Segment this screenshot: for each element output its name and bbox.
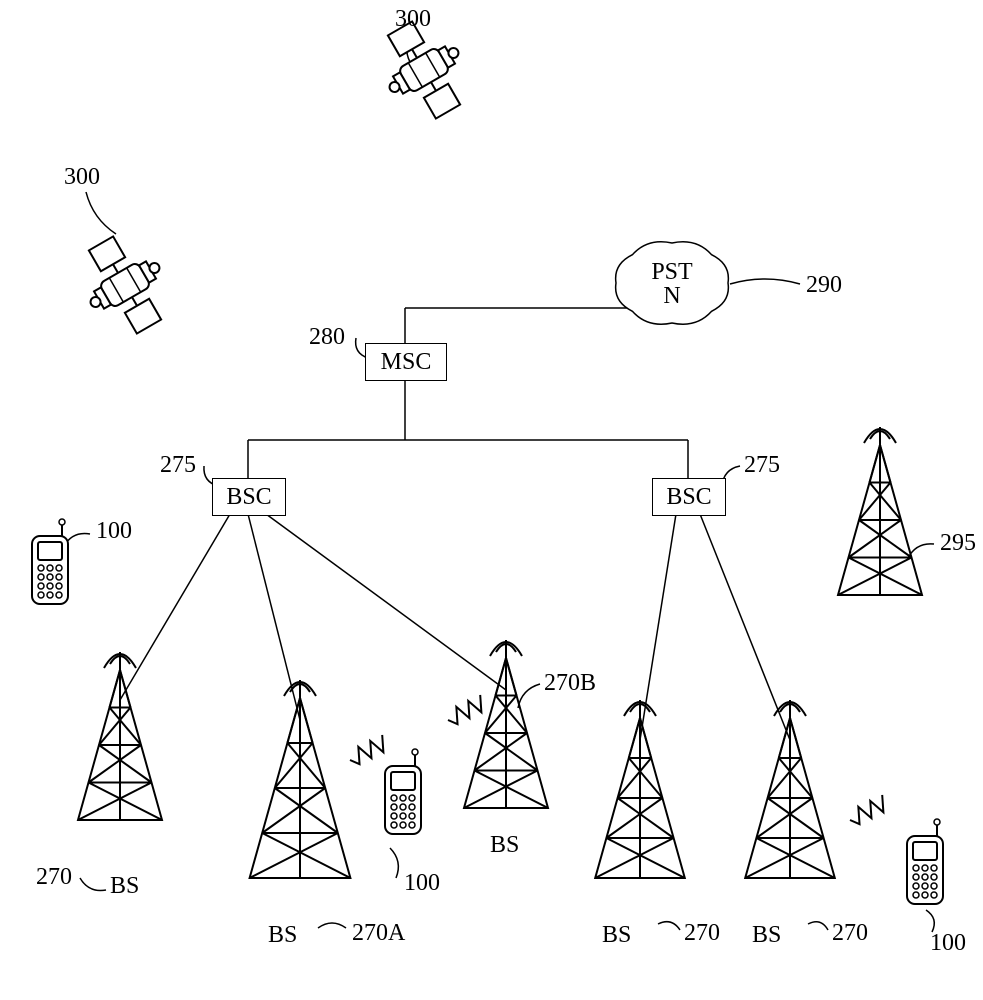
label-l295: 295 (940, 530, 976, 557)
label-lBS3: BS (490, 832, 519, 859)
label-lBS1: BS (110, 873, 139, 900)
bsc2-box: BSC (652, 478, 726, 516)
label-l270c: 270 (684, 920, 720, 947)
label-l300b: 300 (395, 6, 431, 33)
tower-icon (838, 427, 922, 595)
pstn-cloud: PSTN (616, 242, 729, 324)
label-lBS5: BS (752, 922, 781, 949)
label-l275a: 275 (160, 452, 196, 479)
satellite-icon (67, 224, 183, 346)
label-l270A: 270A (352, 920, 405, 947)
phone-icon (907, 819, 943, 904)
svg-text:PSTN: PSTN (651, 259, 693, 309)
phone-icon (32, 519, 68, 604)
bsc1-box: BSC (212, 478, 286, 516)
label-l290: 290 (806, 272, 842, 299)
label-l100b: 100 (404, 870, 440, 897)
label-l275b: 275 (744, 452, 780, 479)
label-lBS4: BS (602, 922, 631, 949)
label-l280: 280 (309, 324, 345, 351)
label-l270: 270 (36, 864, 72, 891)
tower-icon (745, 700, 835, 878)
label-l270d: 270 (832, 920, 868, 947)
label-l300a: 300 (64, 164, 100, 191)
label-l100c: 100 (930, 930, 966, 957)
label-lBS2: BS (268, 922, 297, 949)
diagram-stage: PSTN MSC BSC BSC 300 300 290 280 275 275 100 100 10… (0, 0, 983, 1000)
tower-icon (78, 652, 162, 820)
tower-icon (595, 700, 685, 878)
label-l270B: 270B (544, 670, 596, 697)
phone-icon (385, 749, 421, 834)
tower-icon (250, 680, 351, 878)
label-l100a: 100 (96, 518, 132, 545)
msc-box: MSC (365, 343, 447, 381)
tower-icon (464, 640, 548, 808)
